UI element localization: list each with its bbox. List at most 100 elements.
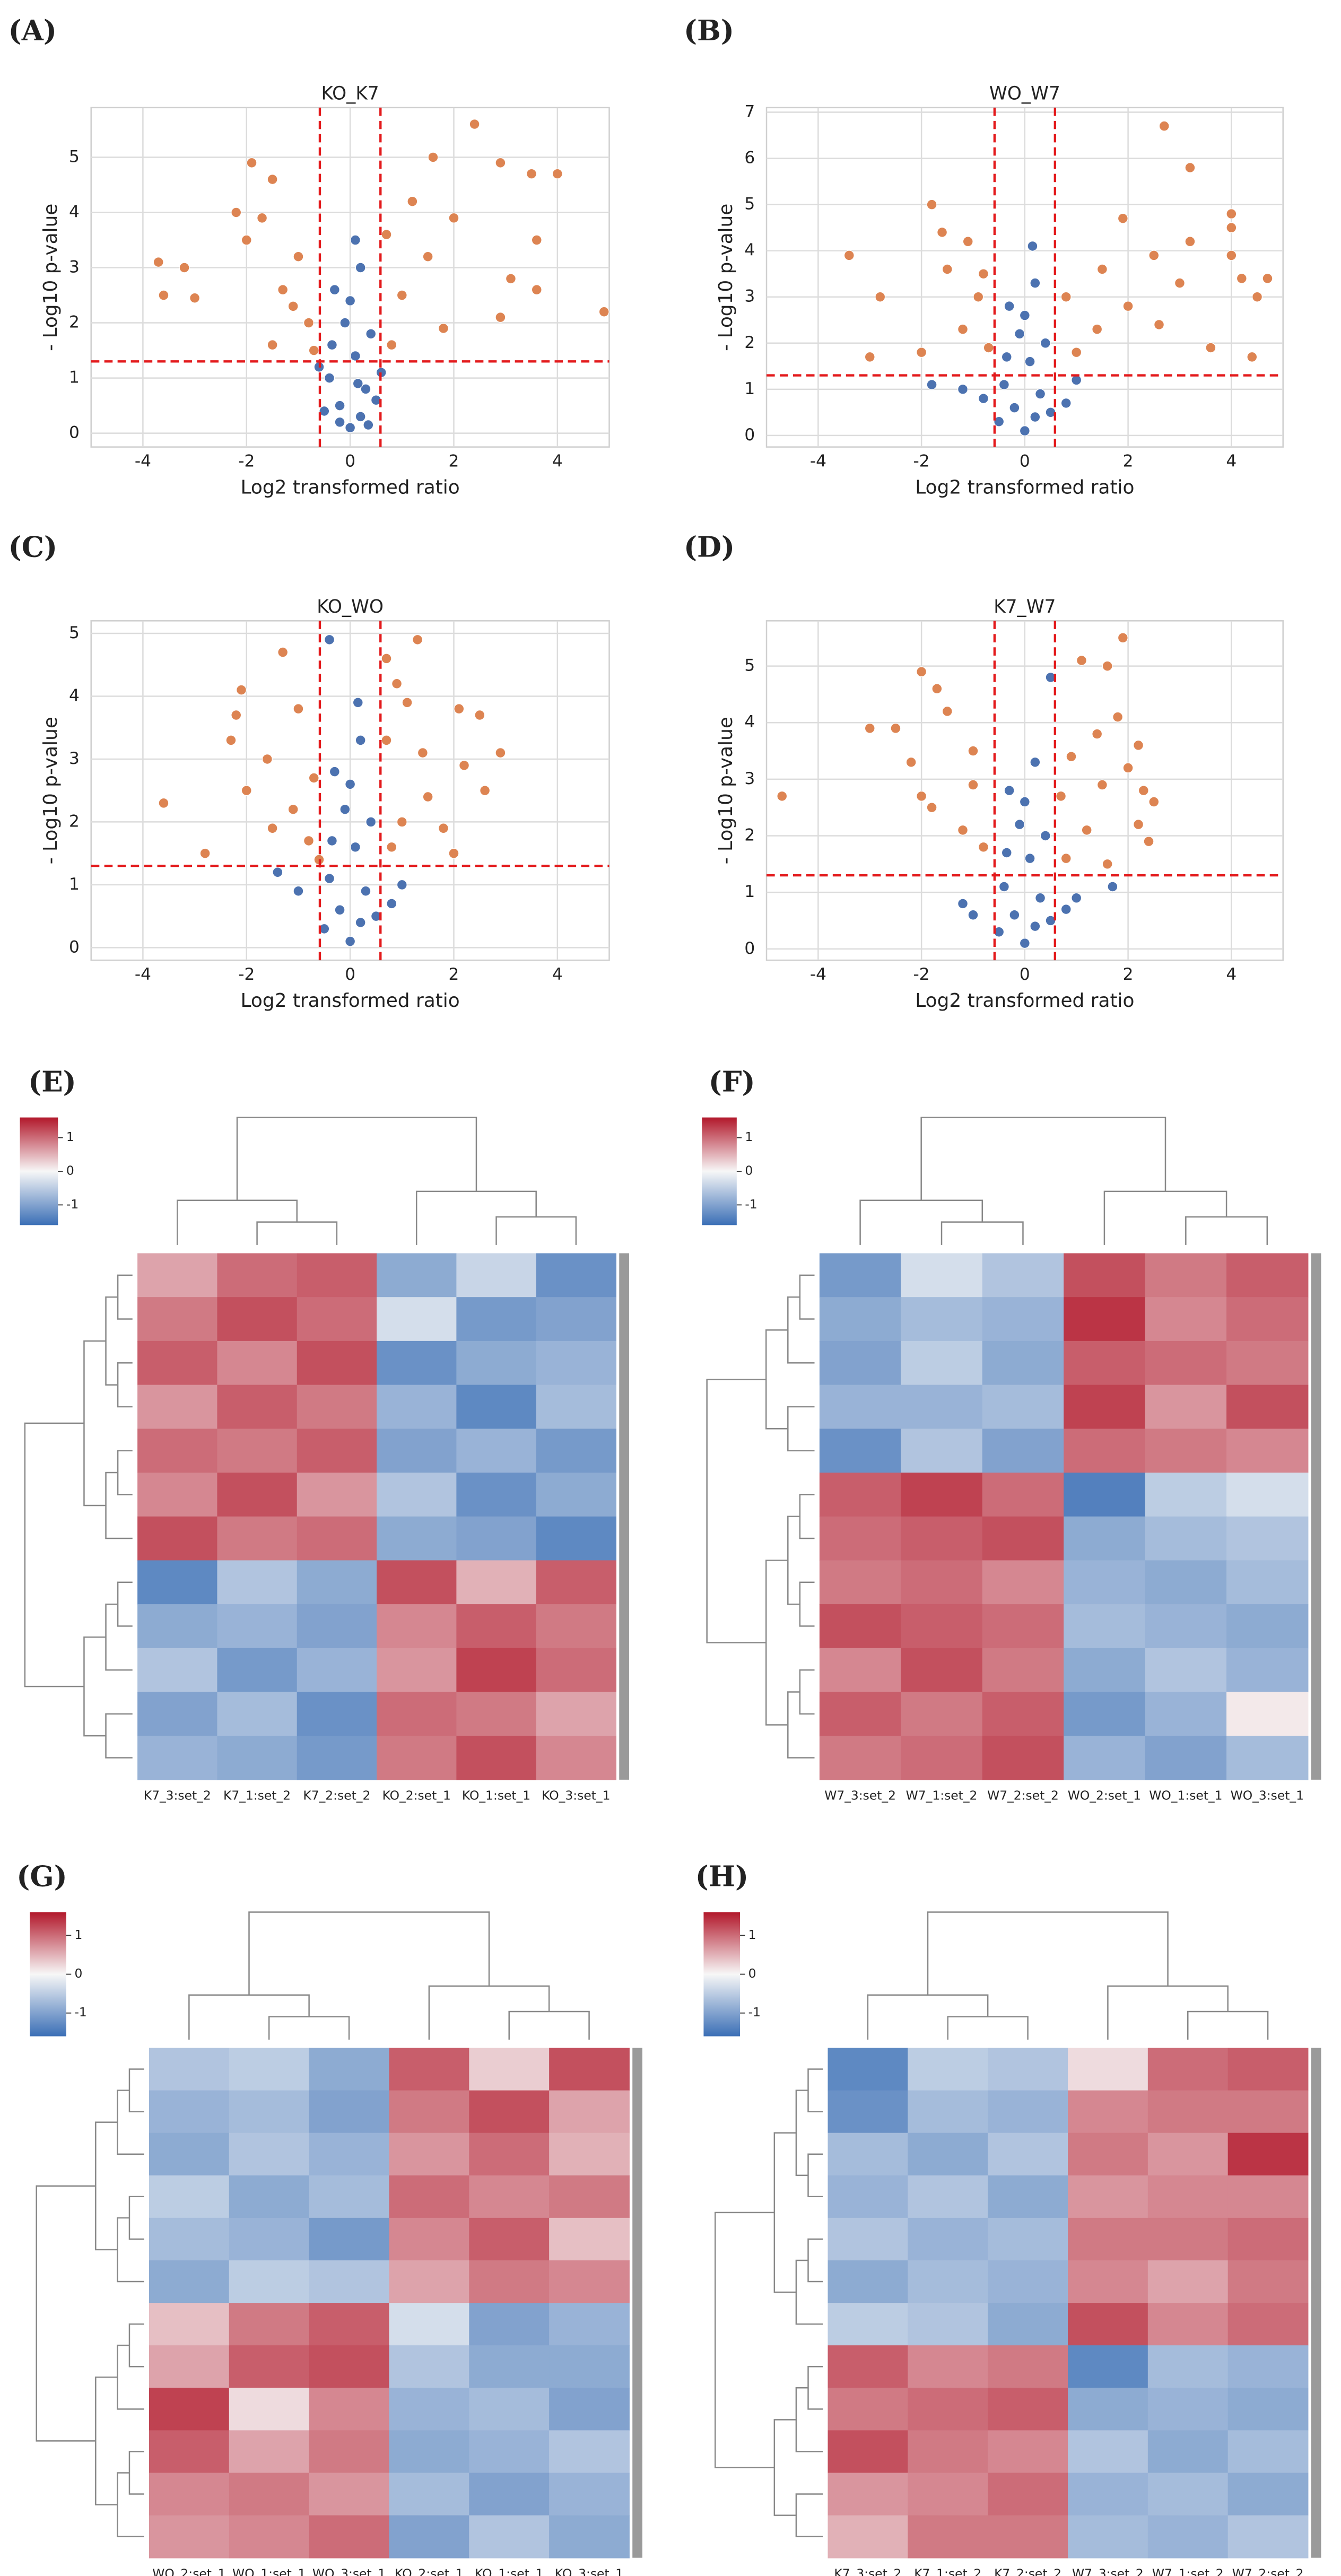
point	[998, 881, 1009, 892]
heatmap-cell	[908, 2133, 989, 2176]
point	[459, 760, 470, 771]
heatmap-cell	[309, 2217, 390, 2261]
heatmap-cell	[908, 2175, 989, 2218]
heatmap-cell	[536, 1736, 616, 1780]
x-tick-label: 2	[1123, 452, 1134, 471]
point	[968, 745, 979, 756]
chart-title: KO_K7	[321, 83, 379, 104]
heatmap-cell	[456, 1472, 537, 1517]
y-tick-label: 0	[69, 937, 80, 956]
column-label: K7_3:set_2	[834, 2566, 901, 2576]
point	[1102, 660, 1113, 672]
heatmap-cell	[1147, 2515, 1229, 2558]
heatmap-cell	[1147, 2473, 1229, 2516]
heatmap-cell	[377, 1736, 457, 1780]
point	[994, 416, 1005, 427]
dendrogram-branch	[807, 2068, 823, 2112]
heatmap-cell	[137, 1341, 218, 1386]
heatmap-cell	[819, 1604, 902, 1649]
heatmap-cell	[217, 1560, 298, 1605]
dendrogram-branch	[807, 2365, 823, 2410]
heatmap-cell	[456, 1429, 537, 1473]
heatmap-cell	[536, 1560, 616, 1605]
point	[241, 234, 252, 246]
heatmap-cell	[297, 1736, 377, 1780]
heatmap-cell	[137, 1692, 218, 1737]
dendrogram-branch	[787, 1296, 815, 1364]
column-label: W7_1:set_2	[906, 1788, 978, 1803]
point	[1096, 779, 1108, 790]
heatmap-cell	[1064, 1429, 1146, 1473]
heatmap-cell	[389, 2473, 470, 2516]
heatmap-cell	[536, 1516, 616, 1561]
heatmap-cell	[1226, 1253, 1309, 1298]
heatmap-cell	[1147, 2303, 1229, 2346]
heatmap-cell	[819, 1472, 902, 1517]
x-tick-label: -4	[135, 965, 151, 984]
x-tick-label: -2	[913, 452, 930, 471]
heatmap-cell	[469, 2175, 550, 2218]
colorbar-tick-label: -1	[75, 2005, 87, 2020]
point	[428, 152, 439, 163]
heatmap-cell	[1147, 2345, 1229, 2389]
dendrogram-branch	[787, 1691, 815, 1759]
point	[412, 634, 423, 645]
point	[1040, 337, 1051, 349]
point	[916, 790, 927, 802]
heatmap-cell	[988, 2388, 1068, 2431]
y-axis-label: - Log10 p-value	[715, 717, 737, 864]
colorbar-tick-label: -1	[745, 1197, 757, 1212]
heatmap-cell	[309, 2048, 390, 2091]
heatmap-cell	[1147, 2090, 1229, 2134]
heatmap-cell	[229, 2175, 310, 2218]
heatmap-cell	[549, 2175, 630, 2218]
point	[1122, 762, 1134, 773]
column-label: WO_2:set_1	[1068, 1788, 1141, 1803]
heatmap-cell	[1145, 1472, 1227, 1517]
y-axis-label: - Log10 p-value	[715, 204, 737, 351]
heatmap-cell	[988, 2345, 1068, 2389]
heatmap-cell	[297, 1648, 377, 1693]
heatmap-cell	[1227, 2345, 1309, 2389]
heatmap-cell	[137, 1516, 218, 1561]
heatmap-cell	[389, 2388, 470, 2431]
heatmap-cell	[1064, 1253, 1146, 1298]
point	[326, 835, 337, 846]
heatmap-cell	[988, 2430, 1068, 2474]
point	[1014, 328, 1025, 340]
point	[324, 873, 335, 884]
column-label: W7_2:set_2	[987, 1788, 1059, 1803]
y-tick-label: 4	[744, 241, 755, 260]
point	[158, 797, 169, 808]
heatmap-cell	[149, 2515, 230, 2558]
colorbar	[702, 1117, 737, 1225]
point	[890, 723, 901, 734]
point	[916, 347, 927, 358]
heatmap-cell	[988, 2217, 1068, 2261]
point	[352, 378, 363, 389]
heatmap-cell	[1226, 1604, 1309, 1649]
heatmap-cell	[549, 2388, 630, 2431]
heatmap-cell	[1226, 1560, 1309, 1605]
y-tick-label: 1	[744, 882, 755, 901]
heatmap-cell	[469, 2303, 550, 2346]
y-tick-label: 2	[69, 313, 80, 332]
heatmap-cell	[149, 2260, 230, 2304]
heatmap-cell	[469, 2430, 550, 2474]
x-axis-label: Log2 transformed ratio	[915, 990, 1134, 1012]
row-label-strip	[1311, 2048, 1321, 2558]
point	[1092, 728, 1103, 739]
point	[983, 342, 994, 353]
point	[777, 790, 788, 802]
heatmap-cell	[988, 2473, 1068, 2516]
point	[474, 710, 485, 721]
heatmap-cell	[1226, 1516, 1309, 1561]
heatmap-cell	[217, 1604, 298, 1649]
point	[352, 697, 363, 708]
point	[246, 157, 257, 168]
heatmap-cell	[469, 2260, 550, 2304]
column-label: W7_2:set_2	[1232, 2566, 1304, 2576]
column-label: K7_1:set_2	[914, 2566, 981, 2576]
x-tick-label: 0	[345, 452, 355, 471]
heatmap-cell	[389, 2133, 470, 2176]
